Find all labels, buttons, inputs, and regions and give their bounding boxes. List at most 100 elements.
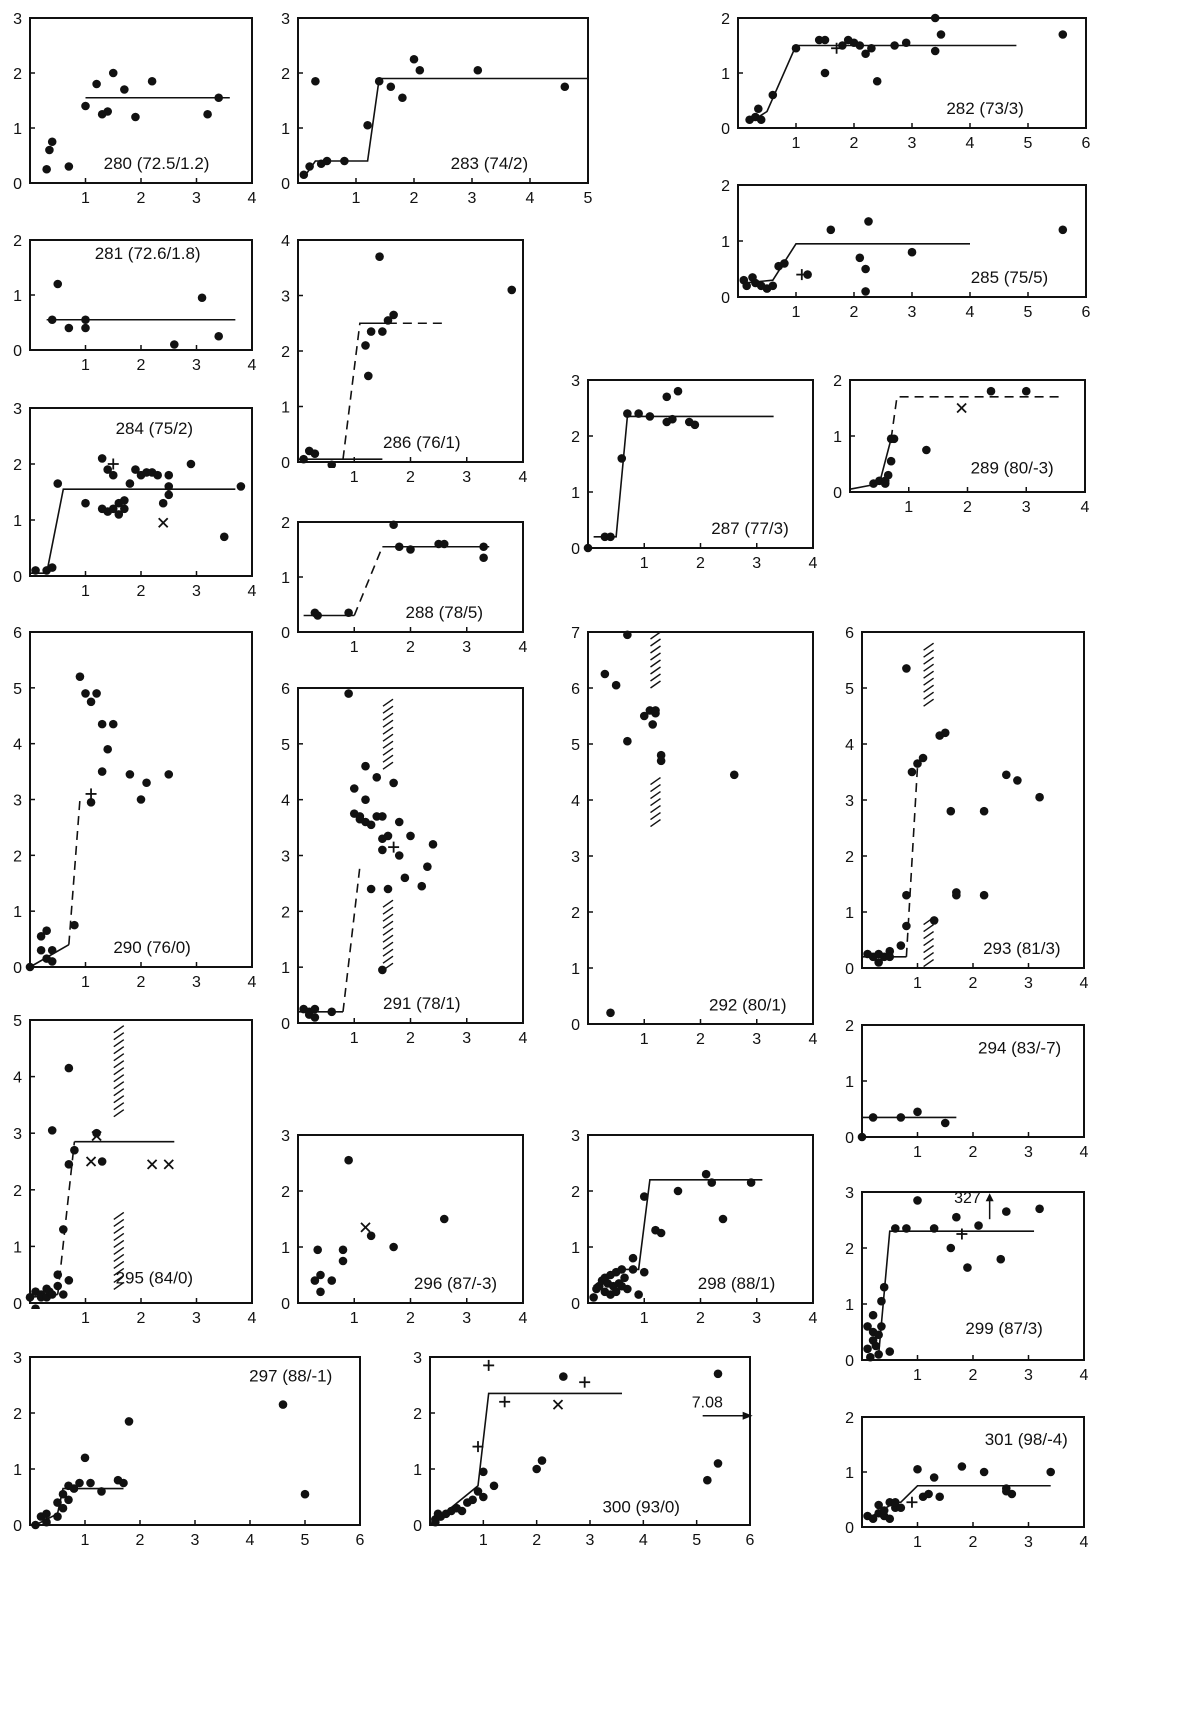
- data-point: [979, 890, 989, 900]
- x-tick-label: 1: [792, 135, 801, 152]
- x-tick-label: 2: [969, 1367, 978, 1384]
- y-tick-label: 0: [721, 121, 730, 138]
- data-point: [913, 1464, 922, 1474]
- y-tick-label: 3: [13, 401, 22, 418]
- panel-label: 283 (74/2): [451, 154, 529, 173]
- y-tick-label: 0: [413, 1518, 422, 1535]
- data-point: [108, 68, 118, 78]
- plot-area: [42, 68, 230, 174]
- data-point: [197, 293, 207, 303]
- data-point: [668, 414, 677, 424]
- y-tick-label: 2: [13, 848, 22, 865]
- x-tick-label: 1: [81, 974, 90, 991]
- data-point: [53, 479, 63, 488]
- plus-marker: [107, 458, 119, 470]
- data-point: [885, 1514, 895, 1524]
- data-point: [746, 1178, 756, 1187]
- plus-marker: [85, 788, 97, 800]
- y-tick-label: 2: [281, 515, 290, 532]
- panel-label: 285 (75/5): [971, 268, 1049, 287]
- data-point: [103, 107, 112, 116]
- plot-area: [863, 1196, 1044, 1362]
- y-tick-label: 2: [413, 1406, 422, 1423]
- panel-label: 300 (93/0): [602, 1498, 680, 1517]
- y-tick-label: 6: [571, 681, 580, 698]
- x-tick-label: 3: [908, 135, 917, 152]
- panel-283: 1 2 3 4 5 0 1 2 3 283 (74/2): [281, 11, 592, 207]
- panel-label: 280 (72.5/1.2): [104, 154, 210, 173]
- y-tick-label: 2: [845, 1018, 854, 1035]
- data-point: [361, 341, 370, 350]
- data-point: [338, 1256, 348, 1266]
- plot-area: [25, 672, 174, 972]
- data-point: [791, 43, 801, 53]
- data-point: [611, 680, 621, 690]
- data-point: [1035, 1204, 1044, 1214]
- data-point: [361, 795, 370, 804]
- data-point: [389, 1242, 398, 1252]
- data-point: [108, 504, 118, 514]
- x-tick-label: 6: [746, 1532, 755, 1549]
- hatch-band: [113, 1025, 125, 1118]
- data-point: [918, 753, 928, 763]
- data-point: [623, 630, 632, 640]
- panel-289: 1 2 3 4 0 1 2 289 (80/-3): [833, 373, 1089, 516]
- data-point: [600, 669, 610, 679]
- y-tick-label: 3: [281, 1128, 290, 1145]
- data-point: [349, 784, 359, 793]
- data-point: [868, 1310, 878, 1320]
- data-point: [92, 1128, 101, 1138]
- data-point: [300, 1489, 310, 1499]
- data-point: [907, 767, 917, 777]
- plus-marker: [906, 1496, 918, 1508]
- panel-label: 290 (76/0): [113, 938, 191, 957]
- data-point: [639, 1267, 649, 1277]
- data-point: [372, 773, 382, 782]
- data-point: [479, 553, 488, 563]
- data-point: [25, 962, 35, 972]
- data-point: [703, 1475, 712, 1485]
- data-point: [366, 884, 376, 894]
- plus-marker: [579, 1376, 591, 1388]
- data-point: [886, 456, 896, 466]
- data-point: [97, 719, 107, 729]
- y-tick-label: 3: [571, 1128, 580, 1145]
- panel-301: 1 2 3 4 0 1 2 301 (98/-4): [845, 1410, 1088, 1551]
- data-point: [929, 1473, 939, 1482]
- data-point: [489, 1481, 499, 1491]
- data-point: [963, 1263, 972, 1272]
- y-tick-label: 0: [571, 1296, 580, 1313]
- data-point: [108, 719, 118, 729]
- data-point: [64, 1160, 74, 1169]
- x-tick-label: 2: [969, 1144, 978, 1161]
- data-point: [473, 65, 483, 75]
- x-tick-label: 4: [1080, 975, 1089, 992]
- data-point: [398, 93, 407, 103]
- y-tick-label: 5: [281, 737, 290, 754]
- data-point: [929, 916, 939, 925]
- data-point: [299, 454, 308, 464]
- data-point: [120, 85, 129, 94]
- data-point: [81, 315, 90, 325]
- x-tick-label: 4: [519, 639, 528, 656]
- panel-label: 293 (81/3): [983, 939, 1061, 958]
- y-tick-label: 4: [281, 793, 290, 810]
- plot-area: [863, 1462, 1055, 1524]
- data-point: [930, 46, 940, 56]
- y-tick-label: 5: [13, 1013, 22, 1030]
- x-tick-label: 1: [350, 639, 359, 656]
- plot-area: [589, 1169, 763, 1302]
- data-point: [889, 434, 899, 444]
- data-point: [327, 1007, 337, 1017]
- data-point: [896, 1503, 906, 1513]
- data-point: [883, 470, 893, 480]
- data-point: [366, 1231, 376, 1241]
- data-point: [378, 845, 387, 855]
- x-tick-label: 4: [809, 555, 818, 572]
- data-point: [31, 1520, 40, 1530]
- x-tick-label: 1: [81, 190, 90, 207]
- data-point: [952, 1212, 961, 1222]
- data-point: [861, 49, 870, 59]
- x-tick-label: 3: [1024, 975, 1033, 992]
